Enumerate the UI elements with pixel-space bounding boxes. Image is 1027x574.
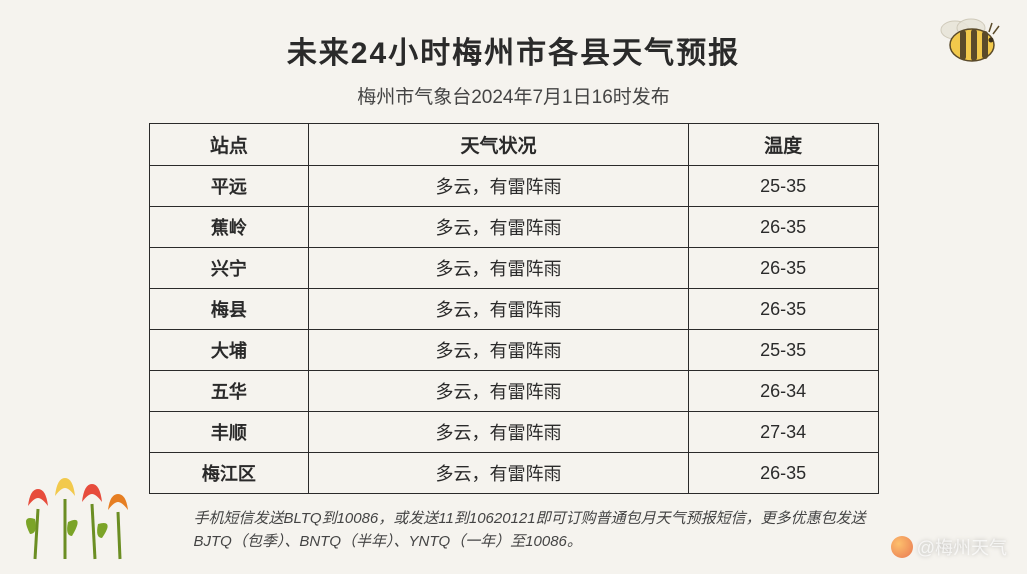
station-cell: 大埔	[149, 330, 309, 371]
page-title: 未来24小时梅州市各县天气预报	[60, 28, 967, 72]
weibo-icon	[891, 536, 913, 558]
station-cell: 梅县	[149, 289, 309, 330]
weather-cell: 多云，有雷阵雨	[309, 371, 688, 412]
bee-illustration	[937, 10, 1007, 70]
station-cell: 丰顺	[149, 412, 309, 453]
table-row: 梅县多云，有雷阵雨26-35	[149, 289, 878, 330]
table-row: 兴宁多云，有雷阵雨26-35	[149, 248, 878, 289]
watermark-text: @梅州天气	[917, 534, 1007, 560]
weather-cell: 多云，有雷阵雨	[309, 330, 688, 371]
station-cell: 平远	[149, 166, 309, 207]
col-header-temp: 温度	[688, 124, 878, 166]
temp-cell: 26-34	[688, 371, 878, 412]
temp-cell: 25-35	[688, 166, 878, 207]
temp-cell: 27-34	[688, 412, 878, 453]
temp-cell: 25-35	[688, 330, 878, 371]
table-header-row: 站点 天气状况 温度	[149, 124, 878, 166]
watermark: @梅州天气	[891, 534, 1007, 560]
col-header-station: 站点	[149, 124, 309, 166]
temp-cell: 26-35	[688, 248, 878, 289]
tulips-illustration	[10, 464, 150, 564]
station-cell: 蕉岭	[149, 207, 309, 248]
sms-instructions: 手机短信发送BLTQ到10086，或发送11到10620121即可订购普通包月天…	[134, 508, 894, 553]
forecast-card: 未来24小时梅州市各县天气预报 梅州市气象台2024年7月1日16时发布 站点 …	[0, 0, 1027, 553]
weather-cell: 多云，有雷阵雨	[309, 289, 688, 330]
table-row: 平远多云，有雷阵雨25-35	[149, 166, 878, 207]
weather-cell: 多云，有雷阵雨	[309, 412, 688, 453]
forecast-table: 站点 天气状况 温度 平远多云，有雷阵雨25-35蕉岭多云，有雷阵雨26-35兴…	[149, 123, 879, 494]
weather-cell: 多云，有雷阵雨	[309, 248, 688, 289]
station-cell: 兴宁	[149, 248, 309, 289]
temp-cell: 26-35	[688, 453, 878, 494]
station-cell: 梅江区	[149, 453, 309, 494]
weather-cell: 多云，有雷阵雨	[309, 207, 688, 248]
temp-cell: 26-35	[688, 207, 878, 248]
temp-cell: 26-35	[688, 289, 878, 330]
table-row: 丰顺多云，有雷阵雨27-34	[149, 412, 878, 453]
table-row: 五华多云，有雷阵雨26-34	[149, 371, 878, 412]
table-row: 梅江区多云，有雷阵雨26-35	[149, 453, 878, 494]
weather-cell: 多云，有雷阵雨	[309, 166, 688, 207]
col-header-weather: 天气状况	[309, 124, 688, 166]
issue-line: 梅州市气象台2024年7月1日16时发布	[60, 82, 967, 109]
station-cell: 五华	[149, 371, 309, 412]
weather-cell: 多云，有雷阵雨	[309, 453, 688, 494]
table-row: 大埔多云，有雷阵雨25-35	[149, 330, 878, 371]
table-row: 蕉岭多云，有雷阵雨26-35	[149, 207, 878, 248]
